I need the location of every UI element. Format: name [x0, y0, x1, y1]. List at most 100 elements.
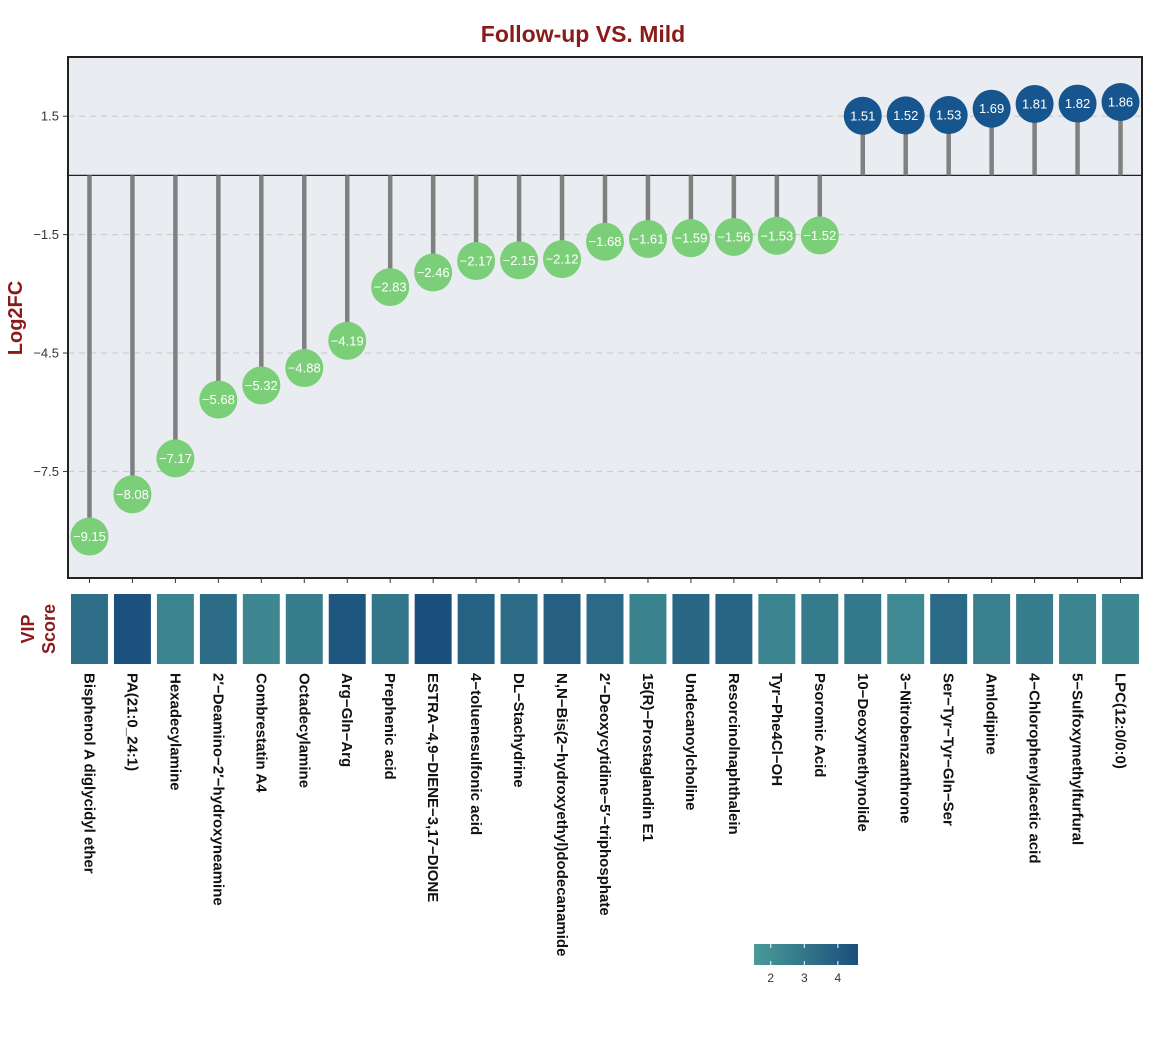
y-tick-label: 1.5 — [41, 109, 59, 124]
vip-label-line1: VIP — [18, 614, 38, 643]
vip-cell — [371, 594, 409, 664]
dot-value-label: −2.12 — [546, 252, 579, 267]
vip-cell — [242, 594, 280, 664]
lollipop-dot — [199, 380, 238, 419]
colorbar-tick-label: 2 — [767, 971, 774, 985]
vip-cell — [672, 594, 710, 664]
dot-value-label: 1.81 — [1022, 96, 1047, 111]
dot-value-label: 1.82 — [1065, 96, 1090, 111]
dot-value-label: 1.51 — [850, 108, 875, 123]
category-label: Arg−Gln−Arg — [338, 673, 355, 767]
dot-value-label: −1.61 — [632, 231, 665, 246]
vip-cell — [543, 594, 581, 664]
category-label: LPC(12:0/0:0) — [1112, 673, 1129, 769]
y-tick-label: −1.5 — [33, 227, 59, 242]
vip-cell — [629, 594, 667, 664]
dot-value-label: −9.15 — [73, 529, 106, 544]
category-label: Undecanoylcholine — [682, 673, 699, 811]
vip-cell — [500, 594, 538, 664]
lollipop-dot — [714, 217, 753, 256]
lollipop-dot — [757, 216, 796, 255]
category-label: 15(R)−Prostaglandin E1 — [639, 673, 656, 842]
dot-value-label: −4.88 — [288, 361, 321, 376]
x-ticks — [88, 578, 1122, 583]
vip-cell — [887, 594, 925, 664]
category-label: 5−Sulfoxymethylfurfural — [1069, 673, 1086, 845]
lollipop-dot — [586, 222, 624, 261]
category-label: Resorcinolnaphthalein — [725, 673, 742, 835]
y-tick-label: −7.5 — [33, 464, 59, 479]
dot-value-label: 1.69 — [979, 101, 1004, 116]
category-label: Prephenic acid — [381, 673, 398, 780]
lollipop-dot — [156, 439, 195, 478]
vip-cell — [715, 594, 753, 664]
dot-value-label: −7.17 — [159, 451, 192, 466]
colorbar-gradient — [754, 944, 858, 965]
lollipop-dot — [929, 96, 968, 135]
vip-colorbar: 2 3 4 — [754, 944, 858, 985]
category-label: DL−Stachydrine — [510, 673, 527, 788]
category-label: 2′−Deamino−2′−hydroxyneamine — [209, 673, 226, 906]
category-label: 2′−Deoxycytidine−5′−triphosphate — [596, 673, 613, 916]
dot-value-label: 1.53 — [936, 108, 961, 123]
dot-value-label: 1.52 — [893, 108, 918, 123]
colorbar-tick-label: 3 — [801, 971, 808, 985]
category-label: Ser−Tyr−Tyr−Gln−Ser — [940, 673, 957, 826]
lollipop-dot — [671, 219, 710, 258]
vip-heatmap — [71, 594, 1139, 664]
vip-cell — [457, 594, 495, 664]
category-label: Octadecylamine — [295, 673, 312, 788]
dot-value-label: −2.15 — [503, 253, 536, 268]
vip-cell — [801, 594, 839, 664]
vip-label-line2: Score — [39, 604, 59, 654]
dot-value-label: −1.59 — [674, 231, 707, 246]
lollipop-dot — [414, 253, 453, 292]
lollipop-dot — [800, 216, 839, 255]
dot-value-label: 1.86 — [1108, 94, 1133, 109]
lollipop-dot — [1015, 84, 1054, 123]
dot-value-label: −4.19 — [331, 333, 364, 348]
vip-cell — [199, 594, 237, 664]
vip-cell — [1102, 594, 1139, 664]
lollipop-dot — [285, 349, 324, 388]
lollipop-dot — [371, 268, 410, 307]
lollipop-dot — [543, 240, 582, 279]
vip-cell — [71, 594, 108, 664]
category-label: 4−Chlorophenylacetic acid — [1026, 673, 1043, 863]
category-label: Amlodipine — [983, 673, 1000, 755]
dot-value-label: −2.46 — [417, 265, 450, 280]
colorbar-tick-label: 4 — [835, 971, 842, 985]
vip-cell — [414, 594, 452, 664]
vip-cell — [113, 594, 151, 664]
dot-value-label: −8.08 — [116, 487, 149, 502]
category-label: 3−Nitrobenzanthrone — [897, 673, 914, 823]
category-label: N,N−Bis(2−hydroxyethyl)dodecanamide — [553, 673, 570, 956]
vip-cell — [930, 594, 968, 664]
dot-value-label: −2.83 — [374, 280, 407, 295]
lollipop-dot — [972, 89, 1011, 128]
vip-cell — [156, 594, 194, 664]
vip-cell — [328, 594, 366, 664]
y-tick-label: −4.5 — [33, 346, 59, 361]
lollipop-dot — [457, 242, 496, 281]
category-label: 10−Deoxymethynolide — [854, 673, 871, 832]
dot-value-label: −2.17 — [460, 254, 493, 269]
category-label: Bisphenol A diglycidyl ether — [80, 673, 97, 874]
category-labels: Bisphenol A diglycidyl ether PA(21:0_24:1… — [80, 673, 1128, 956]
lollipop-dot — [500, 241, 539, 280]
chart-title: Follow-up VS. Mild — [481, 21, 685, 47]
y-ticks: 1.5 −1.5 −4.5 −7.5 — [33, 109, 68, 479]
vip-cell — [1059, 594, 1097, 664]
category-label: Psoromic Acid — [811, 673, 828, 777]
lollipop-dot — [1101, 82, 1140, 121]
category-label: PA(21:0_24:1) — [123, 673, 140, 771]
dot-value-label: −1.56 — [717, 229, 750, 244]
lollipop-dot — [328, 321, 367, 360]
lollipop-dot — [886, 96, 925, 135]
category-label: Hexadecylamine — [166, 673, 183, 791]
plot-panel — [68, 57, 1142, 578]
lollipop-dot — [843, 96, 882, 135]
vip-cell — [973, 594, 1011, 664]
vip-cell — [285, 594, 323, 664]
